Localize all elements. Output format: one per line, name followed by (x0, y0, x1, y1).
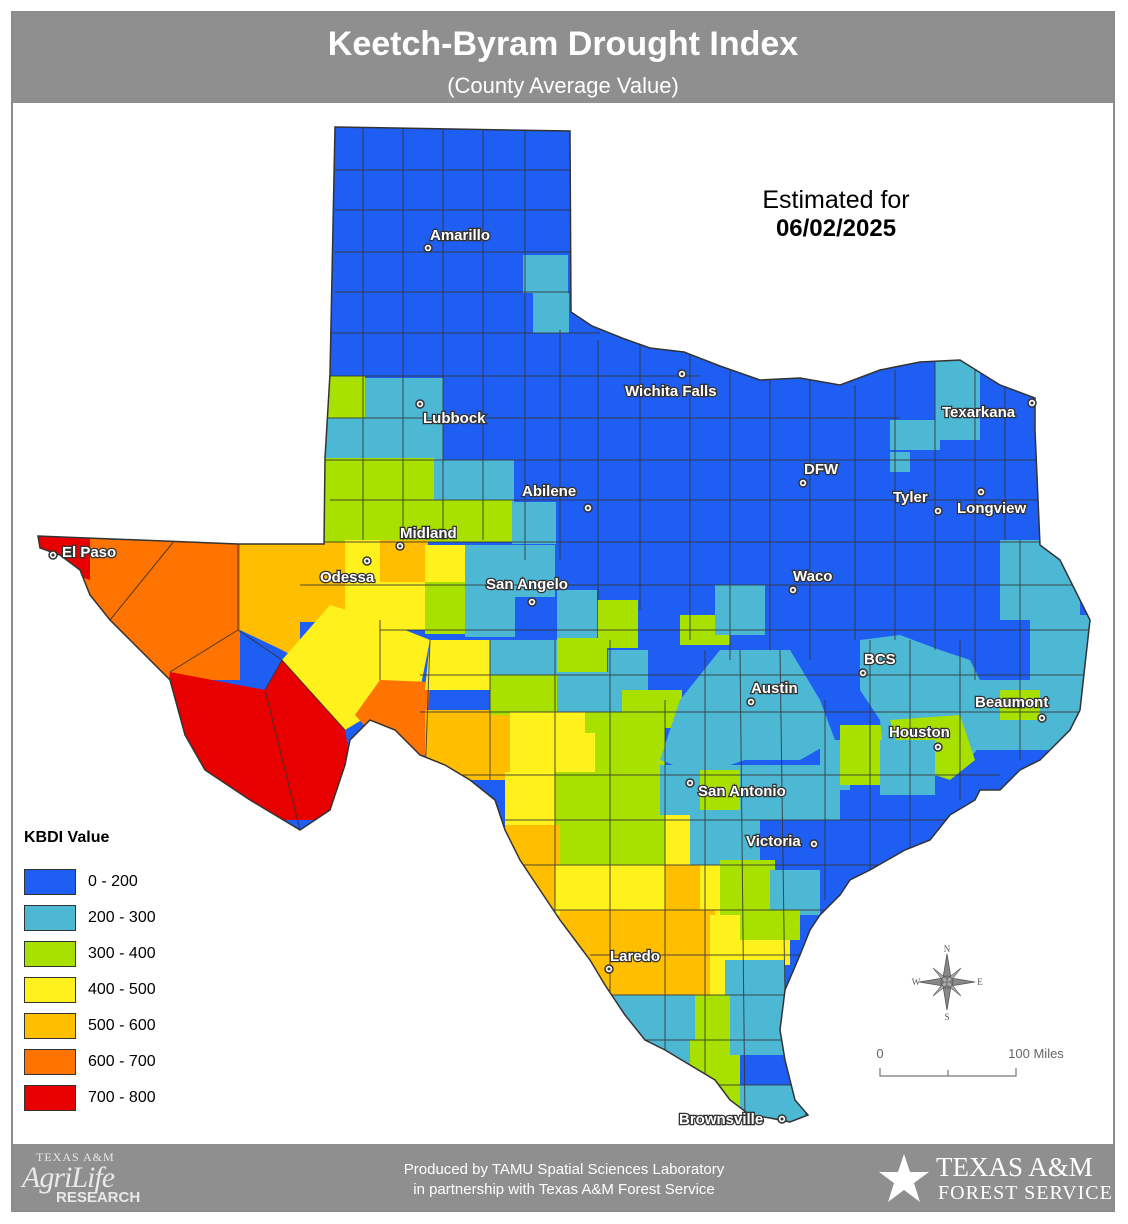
city-markers: Amarillo Lubbock Wichita Falls Texarkana… (48, 226, 1050, 1129)
legend-swatch (24, 1085, 76, 1111)
city-tyler: Tyler (892, 488, 943, 516)
city-label-midland: Midland (400, 525, 457, 542)
city-beaumont: Beaumont (974, 693, 1050, 723)
city-label-dfw: DFW (804, 461, 839, 478)
estimate-box: Estimated for 06/02/2025 (716, 186, 956, 243)
footer-banner (13, 1144, 1113, 1210)
city-san-angelo: San Angelo (485, 575, 569, 607)
city-label-longview: Longview (957, 500, 1027, 517)
city-bcs: BCS (858, 650, 897, 678)
city-laredo: Laredo (604, 947, 661, 974)
city-label-austin: Austin (751, 680, 798, 697)
estimate-label: Estimated for (762, 186, 910, 214)
county-boundaries (109, 127, 1090, 1121)
legend-label: 300 - 400 (88, 945, 156, 962)
city-label-wichita-falls: Wichita Falls (625, 383, 717, 400)
compass-rose-icon: N S E W (912, 944, 984, 1022)
city-houston: Houston (888, 723, 951, 752)
map-subtitle: (County Average Value) (447, 73, 679, 98)
legend-label: 400 - 500 (88, 981, 156, 998)
credits: Produced by TAMU Spatial Sciences Labora… (0, 1160, 1128, 1200)
scale-end: 100 Miles (1008, 1046, 1064, 1061)
city-amarillo: Amarillo (423, 226, 491, 253)
city-dfw: DFW (798, 460, 840, 488)
city-label-amarillo: Amarillo (430, 227, 490, 244)
city-longview: Longview (956, 487, 1028, 518)
city-austin: Austin (746, 679, 799, 707)
agrilife-research-logo: TEXAS A&M AgriLife RESEARCH (22, 1150, 141, 1206)
legend-label: 500 - 600 (88, 1017, 156, 1034)
legend-label: 200 - 300 (88, 909, 156, 926)
city-brownsville: Brownsville (678, 1110, 787, 1129)
city-label-el-paso: El Paso (62, 544, 116, 561)
city-midland: Midland (395, 524, 458, 551)
legend-label: 700 - 800 (88, 1089, 156, 1106)
city-lubbock: Lubbock (415, 399, 487, 428)
compass-w: W (912, 977, 921, 987)
star-icon (879, 1154, 929, 1202)
legend-swatch (24, 941, 76, 967)
city-label-beaumont: Beaumont (975, 694, 1048, 711)
legend-swatch (24, 869, 76, 895)
city-abilene: Abilene (521, 482, 593, 513)
city-label-odessa: Odessa (320, 569, 375, 586)
city-label-tyler: Tyler (893, 489, 928, 506)
map-title: Keetch-Byram Drought Index (327, 25, 799, 63)
legend-swatch (24, 977, 76, 1003)
city-el-paso: El Paso (48, 543, 118, 562)
legend-swatch (24, 1013, 76, 1039)
compass-e: E (977, 977, 983, 987)
compass-n: N (944, 944, 951, 954)
legend-title: KBDI Value (24, 829, 110, 846)
city-waco: Waco (788, 567, 834, 595)
city-san-antonio: San Antonio (685, 778, 787, 801)
compass-s: S (944, 1012, 949, 1022)
credit-line-2: in partnership with Texas A&M Forest Ser… (413, 1181, 715, 1198)
city-label-laredo: Laredo (610, 948, 660, 965)
title-banner: Keetch-Byram Drought Index (County Avera… (13, 13, 1113, 103)
city-wichita-falls: Wichita Falls (624, 369, 718, 401)
county-fills (38, 127, 1090, 1122)
city-label-victoria: Victoria (746, 833, 801, 850)
city-victoria: Victoria (745, 832, 819, 851)
scale-start: 0 (876, 1046, 883, 1061)
legend-label: 600 - 700 (88, 1053, 156, 1070)
city-label-san-antonio: San Antonio (698, 783, 786, 800)
city-label-san-angelo: San Angelo (486, 576, 568, 593)
city-odessa: Odessa (319, 556, 376, 587)
city-label-brownsville: Brownsville (679, 1111, 763, 1128)
city-texarkana: Texarkana (941, 398, 1037, 422)
credit-line-1: Produced by TAMU Spatial Sciences Labora… (403, 1161, 725, 1178)
city-label-waco: Waco (793, 568, 832, 585)
city-label-abilene: Abilene (522, 483, 576, 500)
city-label-bcs: BCS (864, 651, 896, 668)
city-label-texarkana: Texarkana (942, 404, 1016, 421)
legend-swatch (24, 905, 76, 931)
city-label-houston: Houston (889, 724, 950, 741)
scale-bar: 0 100 Miles (876, 1046, 1064, 1077)
city-label-lubbock: Lubbock (423, 410, 486, 427)
legend-swatch (24, 1049, 76, 1075)
legend-label: 0 - 200 (88, 873, 138, 890)
estimate-date: 06/02/2025 (775, 215, 897, 242)
